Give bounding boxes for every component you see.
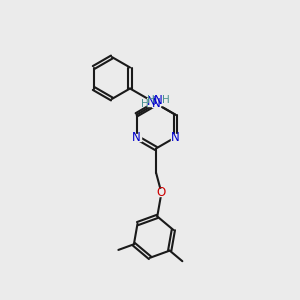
Text: N: N	[154, 94, 163, 107]
Text: H: H	[147, 95, 154, 105]
Text: H: H	[162, 95, 170, 105]
Text: O: O	[157, 186, 166, 199]
Text: N: N	[147, 94, 155, 108]
Text: N: N	[132, 131, 141, 144]
Text: N: N	[152, 97, 160, 110]
Bar	[132, 134, 141, 140]
Bar	[171, 134, 180, 140]
Text: H: H	[140, 99, 148, 110]
Bar	[157, 190, 166, 196]
Text: N: N	[171, 131, 180, 144]
Bar	[147, 98, 159, 106]
Bar	[152, 100, 160, 107]
Bar	[155, 98, 164, 105]
